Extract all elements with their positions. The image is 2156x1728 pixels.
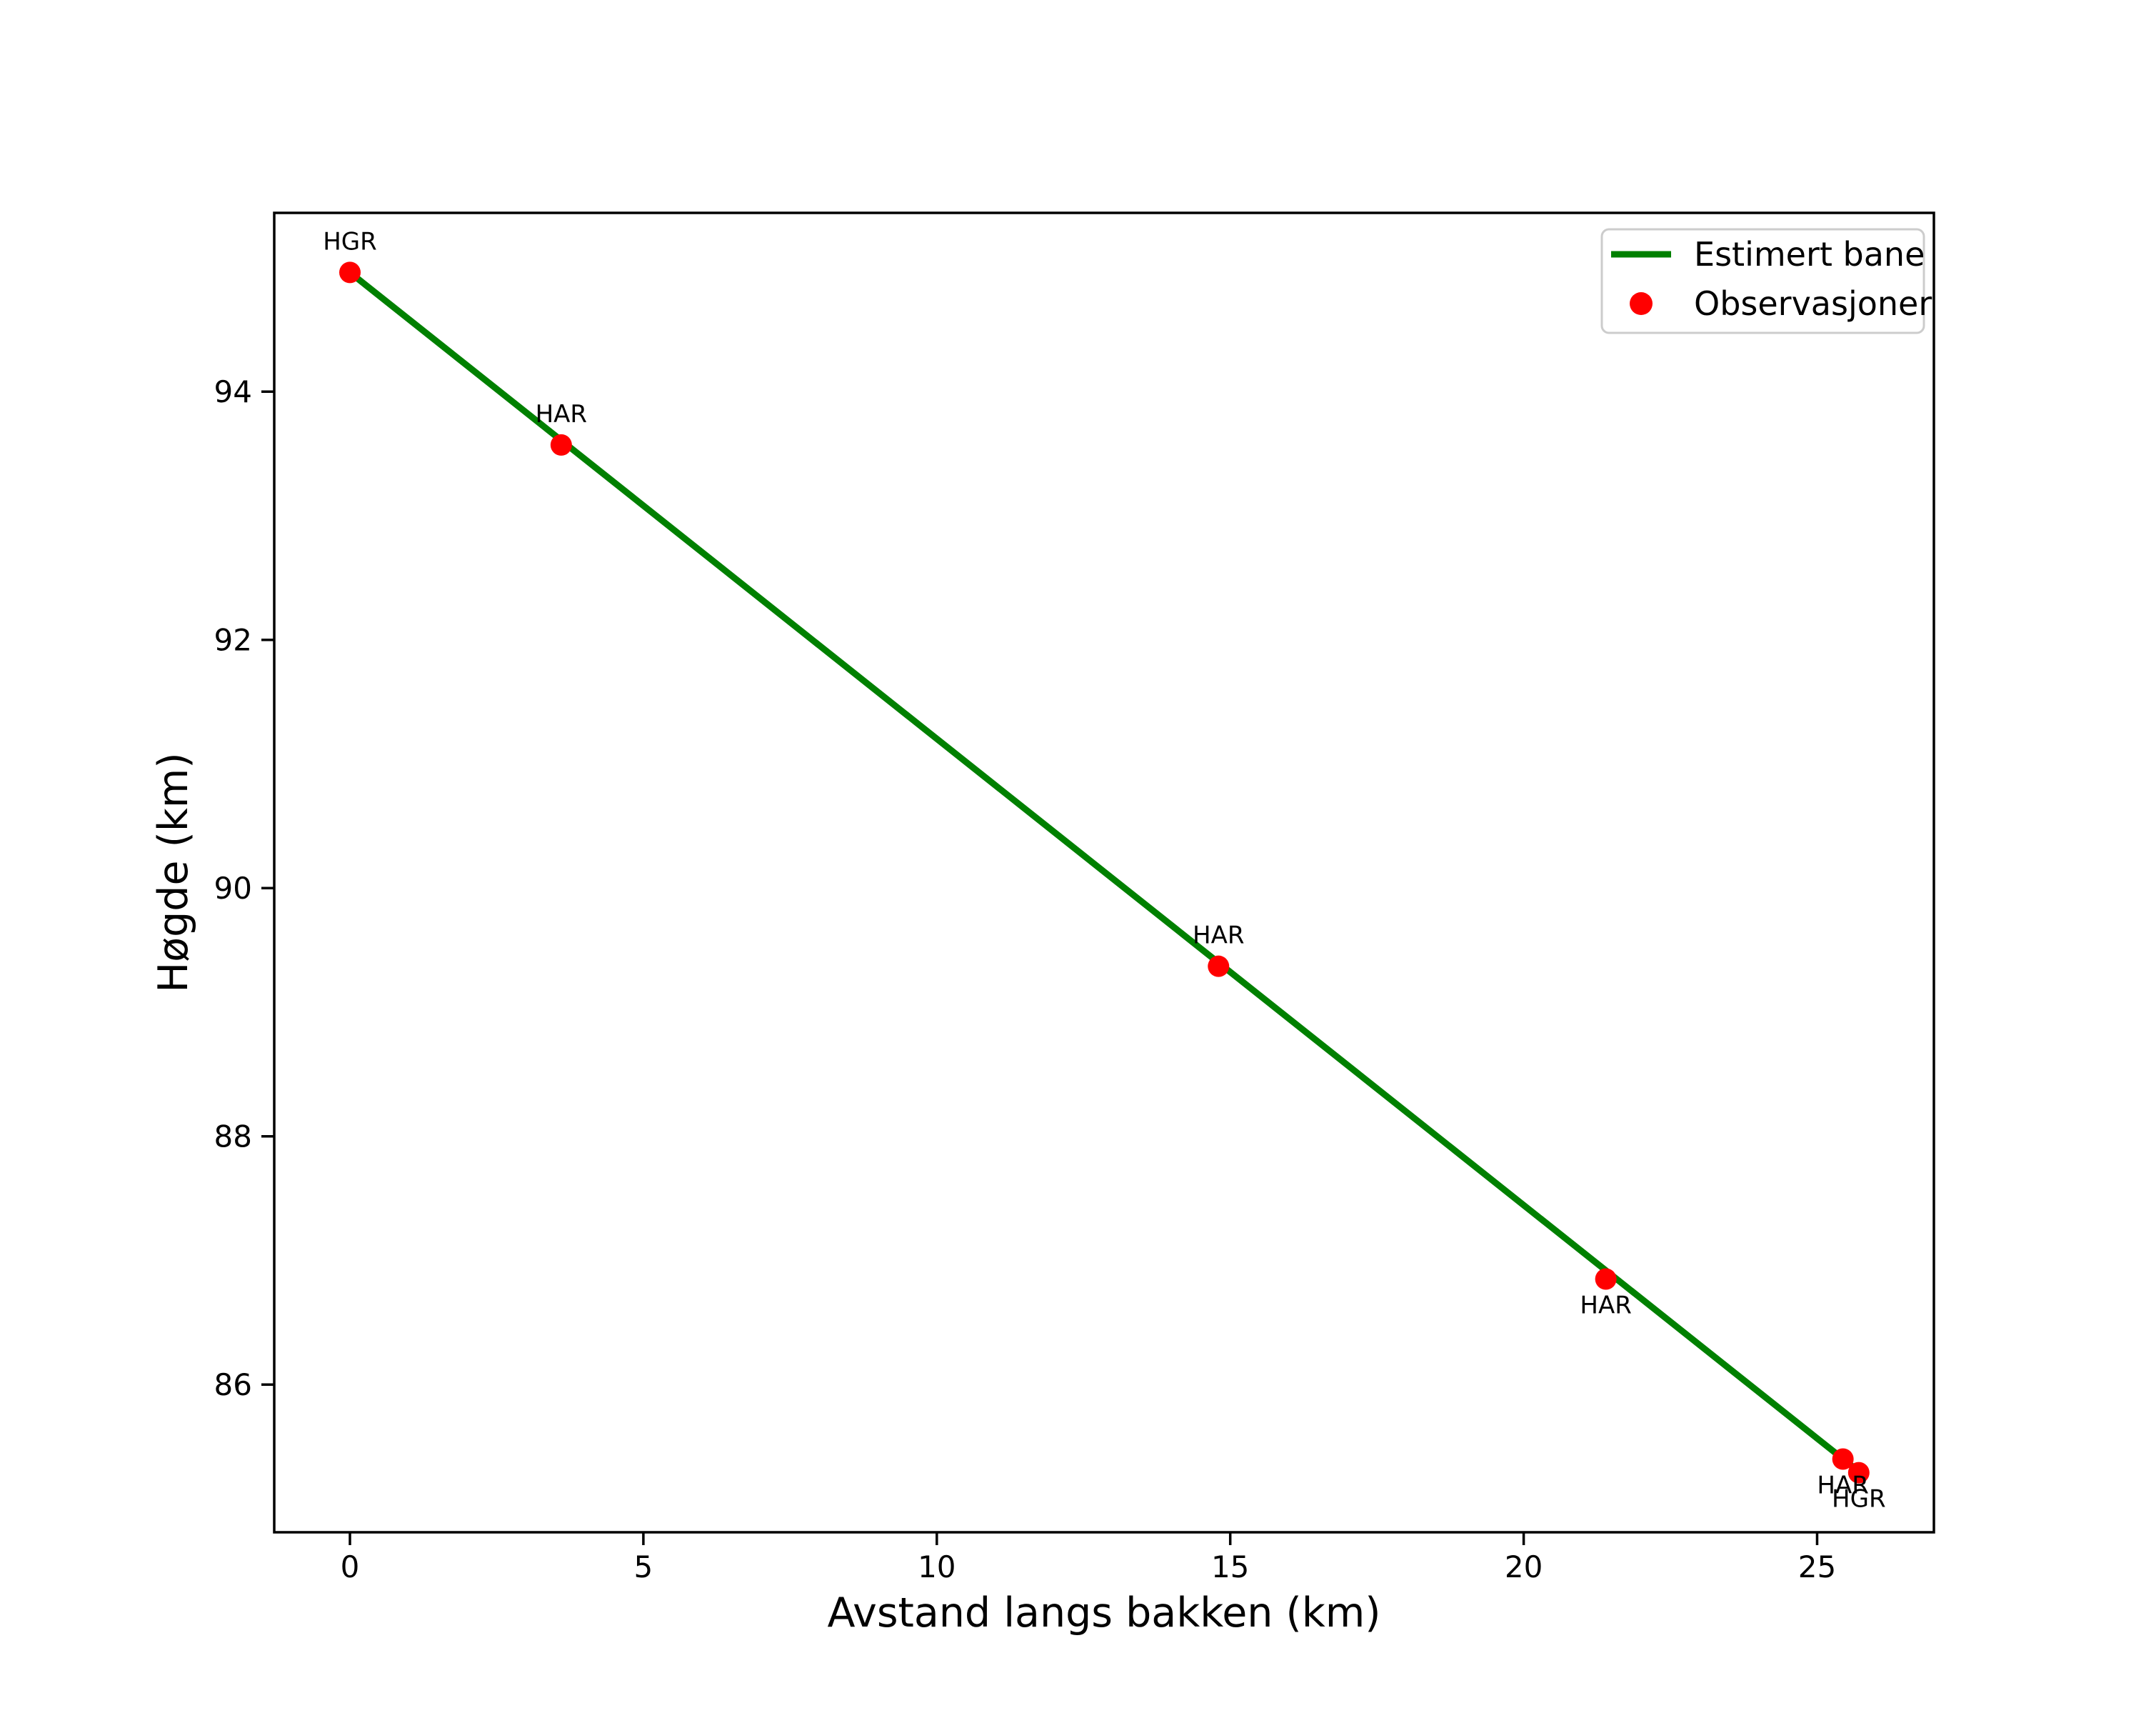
x-tick-label: 5	[634, 1549, 653, 1584]
point-label: HGR	[1832, 1485, 1886, 1514]
trajectory-line	[346, 269, 1862, 1475]
trajectory-line-series	[346, 269, 1862, 1475]
observation-point	[1847, 1462, 1870, 1484]
y-tick-label: 92	[214, 623, 252, 658]
observation-point	[550, 434, 572, 456]
observation-point	[1595, 1268, 1617, 1290]
y-tick-label: 86	[214, 1367, 252, 1402]
y-axis-ticks: 86 88 90 92 94	[214, 374, 274, 1402]
x-tick-label: 25	[1798, 1549, 1836, 1584]
legend: Estimert bane Observasjoner	[1600, 228, 1932, 334]
y-axis-label: Høgde (km)	[150, 752, 197, 992]
x-axis-label: Avstand langs bakken (km)	[827, 1589, 1380, 1637]
point-label: HAR	[536, 400, 587, 429]
x-tick-label: 0	[341, 1549, 360, 1584]
plot-border	[273, 211, 1935, 1534]
y-tick-label: 88	[214, 1119, 252, 1154]
legend-label: Estimert bane	[1694, 235, 1925, 274]
legend-box	[1600, 228, 1925, 334]
legend-label: Observasjoner	[1694, 284, 1932, 323]
point-label: HAR	[1580, 1292, 1631, 1320]
x-tick-label: 15	[1211, 1549, 1249, 1584]
y-tick-label: 90	[214, 871, 252, 906]
x-tick-label: 20	[1505, 1549, 1543, 1584]
point-label: HAR	[1193, 922, 1244, 950]
y-tick-label: 94	[214, 374, 252, 409]
point-label: HAR	[1817, 1471, 1868, 1499]
point-label: HGR	[323, 227, 377, 256]
x-tick-label: 10	[918, 1549, 956, 1584]
observation-point	[1832, 1448, 1854, 1470]
observation-point	[1208, 955, 1230, 977]
observation-points	[339, 261, 1870, 1484]
legend-dot-sample	[1630, 292, 1653, 315]
x-axis-ticks: 0 5 10 15 20 25	[341, 1532, 1836, 1584]
observation-point	[339, 261, 361, 284]
